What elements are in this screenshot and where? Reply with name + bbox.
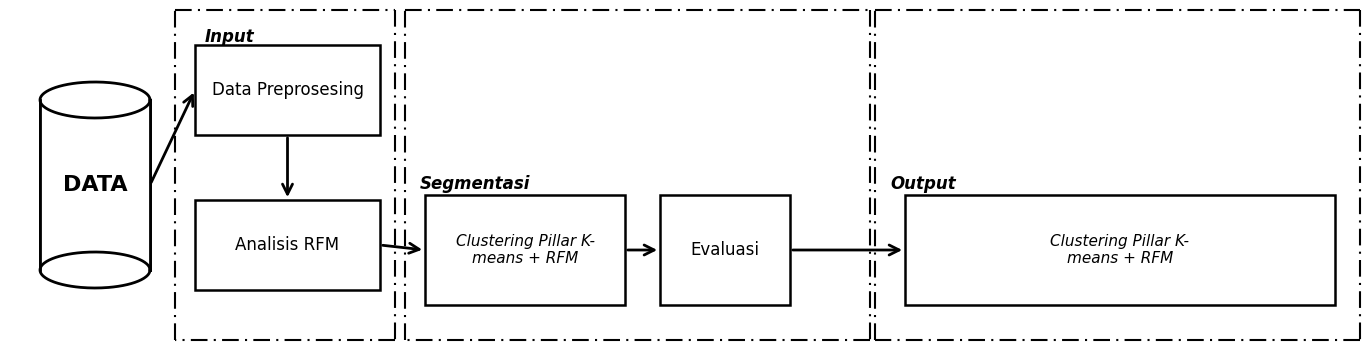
Text: Analisis RFM: Analisis RFM — [236, 236, 339, 254]
Text: Segmentasi: Segmentasi — [420, 175, 531, 193]
Bar — [425, 195, 626, 305]
Text: DATA: DATA — [63, 175, 128, 195]
Polygon shape — [40, 252, 150, 288]
Text: Data Preprosesing: Data Preprosesing — [211, 81, 364, 99]
Text: Output: Output — [890, 175, 956, 193]
Polygon shape — [40, 100, 150, 270]
Bar — [906, 195, 1335, 305]
Bar — [660, 195, 790, 305]
Polygon shape — [40, 82, 150, 118]
Text: Input: Input — [204, 28, 255, 46]
Text: Clustering Pillar K-
means + RFM: Clustering Pillar K- means + RFM — [1051, 234, 1190, 266]
Polygon shape — [41, 101, 150, 269]
Bar — [195, 45, 380, 135]
Text: Evaluasi: Evaluasi — [690, 241, 760, 259]
Bar — [195, 200, 380, 290]
Text: Clustering Pillar K-
means + RFM: Clustering Pillar K- means + RFM — [456, 234, 594, 266]
